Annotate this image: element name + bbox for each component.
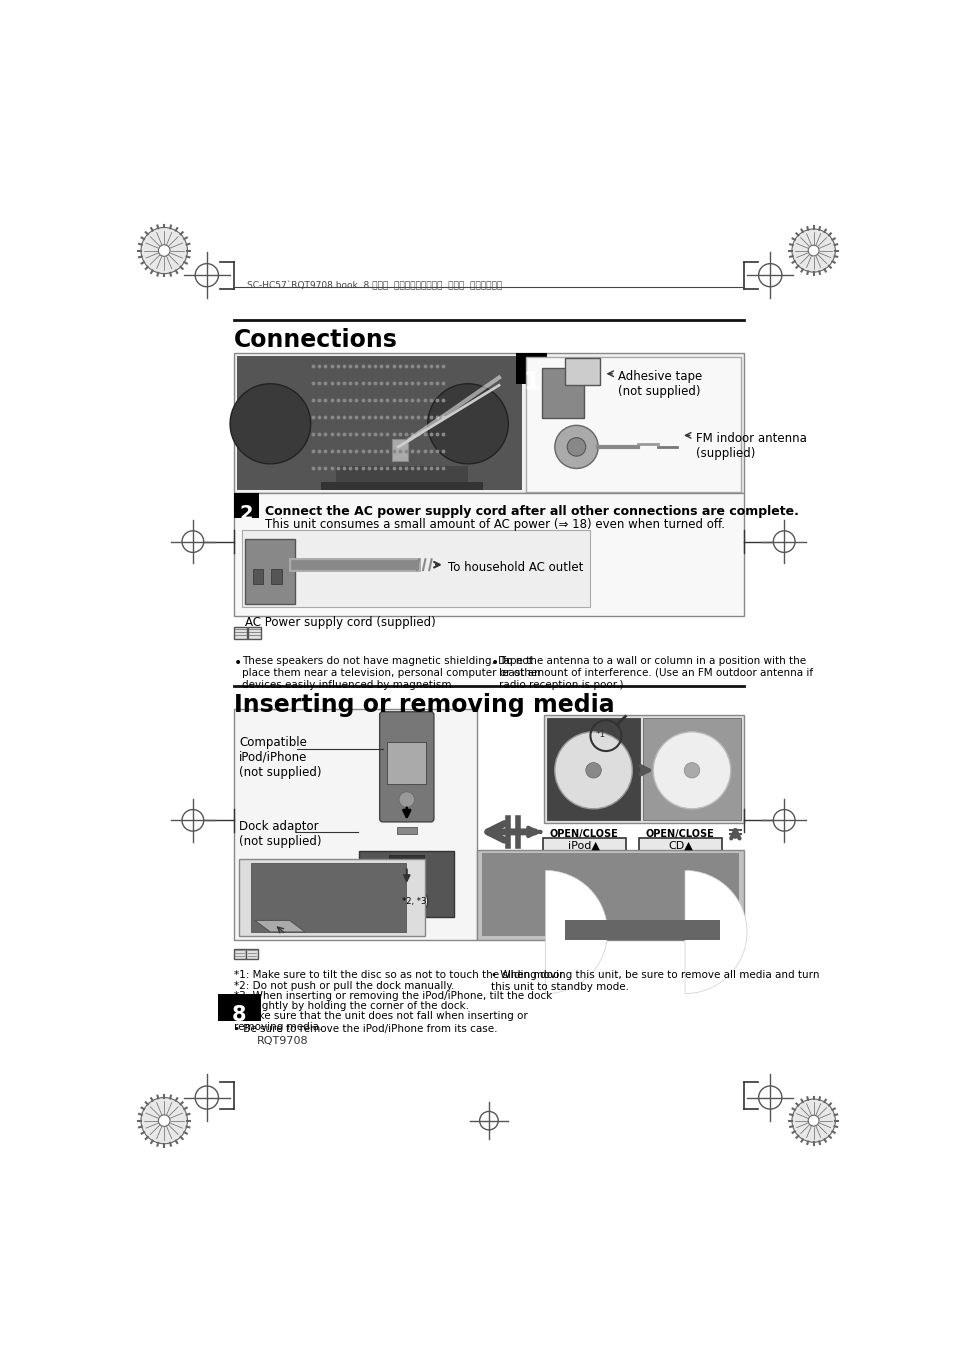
Wedge shape <box>545 871 607 994</box>
Text: Compatible
iPod/iPhone
(not supplied): Compatible iPod/iPhone (not supplied) <box>239 736 321 779</box>
FancyBboxPatch shape <box>233 493 258 518</box>
FancyBboxPatch shape <box>389 855 423 869</box>
Text: Adhesive tape
(not supplied): Adhesive tape (not supplied) <box>618 370 701 398</box>
Text: Connect the AC power supply cord after all other connections are complete.: Connect the AC power supply cord after a… <box>265 505 798 517</box>
Text: Dock adaptor
(not supplied): Dock adaptor (not supplied) <box>239 821 321 848</box>
FancyBboxPatch shape <box>233 628 247 640</box>
FancyBboxPatch shape <box>251 863 406 931</box>
Text: slightly by holding the corner of the dock.: slightly by holding the corner of the do… <box>233 1000 469 1011</box>
FancyBboxPatch shape <box>233 949 245 958</box>
Text: To household AC outlet: To household AC outlet <box>447 560 582 574</box>
Text: Connections: Connections <box>233 328 397 351</box>
Text: *2, *3: *2, *3 <box>401 896 425 906</box>
Circle shape <box>427 383 508 464</box>
Text: 8: 8 <box>232 1006 247 1025</box>
Text: CD▲: CD▲ <box>667 840 692 850</box>
FancyBboxPatch shape <box>564 358 599 385</box>
Text: • Be sure to remove the iPod/iPhone from its case.: • Be sure to remove the iPod/iPhone from… <box>233 1025 497 1034</box>
FancyBboxPatch shape <box>248 628 261 640</box>
Circle shape <box>807 1115 819 1126</box>
FancyBboxPatch shape <box>253 568 263 585</box>
FancyBboxPatch shape <box>564 921 720 940</box>
Circle shape <box>398 792 415 807</box>
Text: •: • <box>233 656 242 671</box>
Text: OPEN/CLOSE: OPEN/CLOSE <box>549 829 618 838</box>
FancyBboxPatch shape <box>320 482 483 490</box>
Text: This unit consumes a small amount of AC power (⇒ 18) even when turned off.: This unit consumes a small amount of AC … <box>265 518 724 531</box>
Text: • When moving this unit, be sure to remove all media and turn
this unit to stand: • When moving this unit, be sure to remo… <box>491 971 819 992</box>
Text: 2: 2 <box>239 504 253 522</box>
FancyBboxPatch shape <box>239 859 425 936</box>
Circle shape <box>807 246 819 256</box>
FancyBboxPatch shape <box>542 838 625 855</box>
FancyBboxPatch shape <box>245 539 294 603</box>
Text: *1: *1 <box>596 730 606 740</box>
Text: FM indoor antenna
(supplied): FM indoor antenna (supplied) <box>695 432 806 459</box>
Text: *1: Make sure to tilt the disc so as not to touch the sliding door.: *1: Make sure to tilt the disc so as not… <box>233 971 565 980</box>
Text: •: • <box>491 656 499 671</box>
FancyBboxPatch shape <box>392 439 407 460</box>
Text: SC-HC57`RQT9708.book  8 ページ  ２０１２年３月２日  金曜日  午後２晎４分: SC-HC57`RQT9708.book 8 ページ ２０１２年３月２日 金曜日… <box>247 281 502 290</box>
Circle shape <box>158 244 170 256</box>
FancyBboxPatch shape <box>396 826 416 834</box>
FancyBboxPatch shape <box>541 367 583 417</box>
Text: These speakers do not have magnetic shielding. Do not
place them near a televisi: These speakers do not have magnetic shie… <box>241 656 540 690</box>
Polygon shape <box>254 921 305 931</box>
FancyBboxPatch shape <box>546 718 639 819</box>
FancyBboxPatch shape <box>476 849 743 940</box>
FancyBboxPatch shape <box>387 741 426 784</box>
Text: AC Power supply cord (supplied): AC Power supply cord (supplied) <box>245 617 436 629</box>
Circle shape <box>555 425 598 468</box>
Text: OPEN/CLOSE: OPEN/CLOSE <box>645 829 714 838</box>
Circle shape <box>555 732 632 809</box>
Circle shape <box>567 437 585 456</box>
Text: • Make sure that the unit does not fall when inserting or
removing media.: • Make sure that the unit does not fall … <box>233 1011 527 1033</box>
Text: iPod▲: iPod▲ <box>568 840 599 850</box>
Circle shape <box>399 887 427 915</box>
Circle shape <box>141 227 187 274</box>
FancyBboxPatch shape <box>516 352 546 383</box>
Circle shape <box>683 763 699 778</box>
FancyBboxPatch shape <box>379 711 434 822</box>
FancyBboxPatch shape <box>639 838 721 855</box>
FancyBboxPatch shape <box>543 716 743 822</box>
Circle shape <box>585 763 600 778</box>
FancyBboxPatch shape <box>642 718 740 819</box>
FancyBboxPatch shape <box>525 356 740 491</box>
FancyBboxPatch shape <box>271 568 282 585</box>
FancyBboxPatch shape <box>481 853 739 936</box>
FancyBboxPatch shape <box>233 352 743 493</box>
FancyBboxPatch shape <box>218 994 261 1021</box>
FancyBboxPatch shape <box>246 949 257 958</box>
FancyBboxPatch shape <box>359 850 454 917</box>
Text: RQT9708: RQT9708 <box>257 1035 309 1046</box>
Circle shape <box>158 1115 170 1126</box>
Text: 1: 1 <box>523 370 539 394</box>
FancyBboxPatch shape <box>233 709 476 940</box>
Circle shape <box>791 230 835 273</box>
FancyBboxPatch shape <box>241 531 590 608</box>
Text: Tape the antenna to a wall or column in a position with the
least amount of inte: Tape the antenna to a wall or column in … <box>498 656 812 690</box>
Circle shape <box>230 383 311 464</box>
Text: *2: Do not push or pull the dock manually.: *2: Do not push or pull the dock manuall… <box>233 980 454 991</box>
FancyBboxPatch shape <box>233 493 743 617</box>
FancyBboxPatch shape <box>236 356 521 490</box>
Circle shape <box>141 1098 187 1143</box>
Text: Inserting or removing media: Inserting or removing media <box>233 694 614 717</box>
FancyBboxPatch shape <box>335 466 468 486</box>
Circle shape <box>653 732 730 809</box>
Text: *3: When inserting or removing the iPod/iPhone, tilt the dock: *3: When inserting or removing the iPod/… <box>233 991 552 1000</box>
Wedge shape <box>684 871 746 994</box>
Circle shape <box>791 1099 835 1142</box>
